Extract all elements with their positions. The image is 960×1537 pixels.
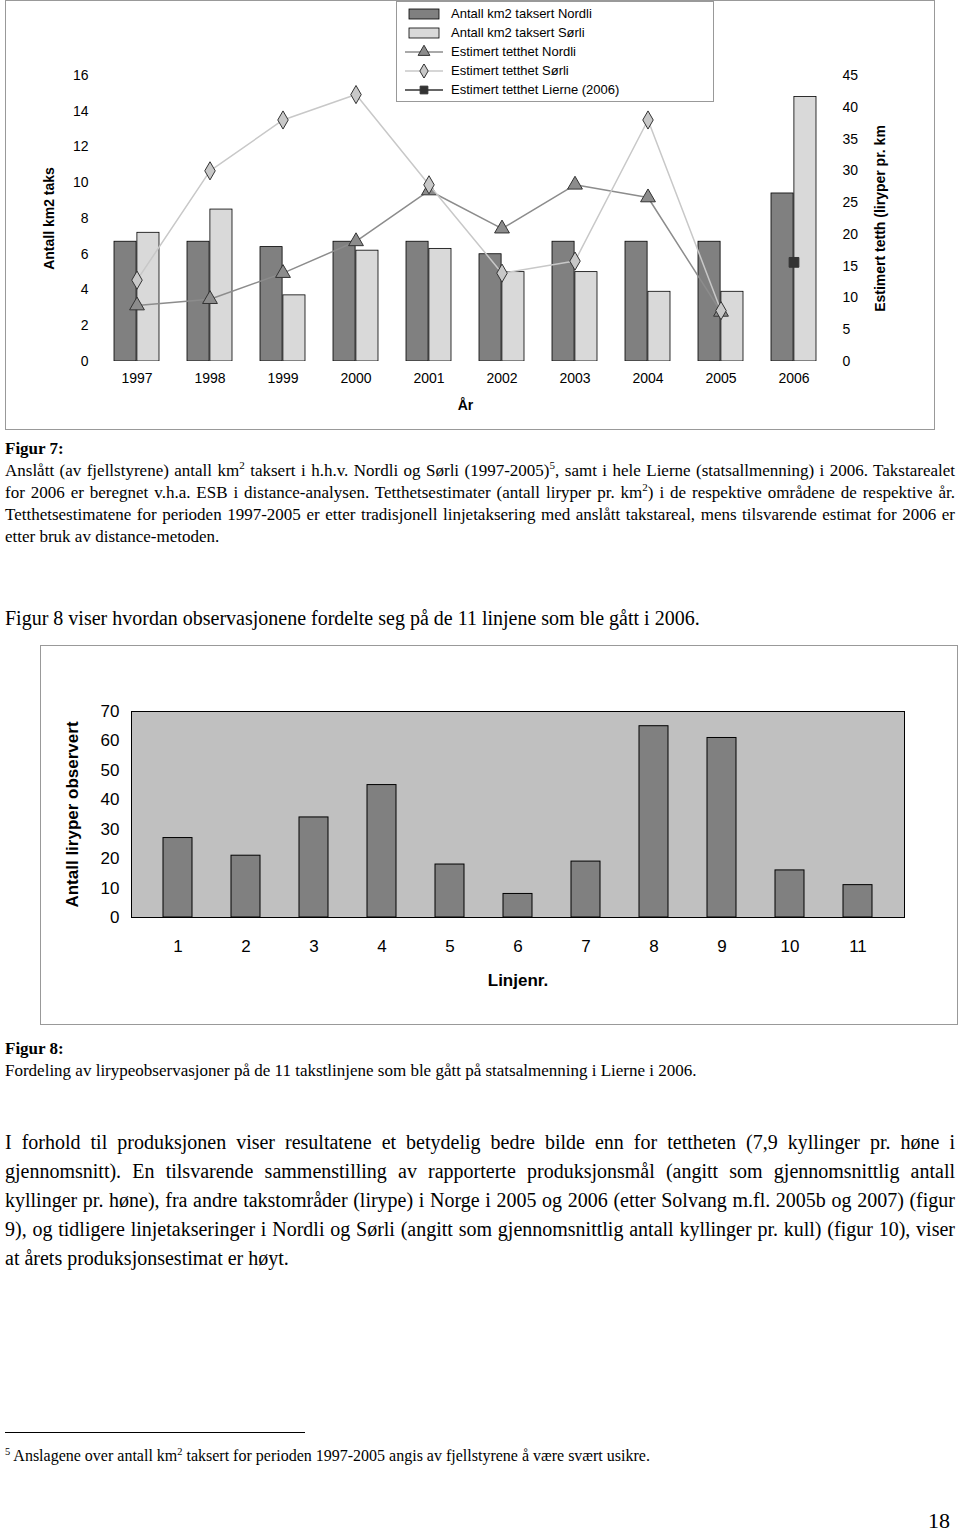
svg-text:År: År bbox=[458, 397, 474, 413]
html-text:Antall km2 taksert Nordli: Antall km2 taksert Nordli bbox=[451, 6, 592, 21]
svg-text:40: 40 bbox=[843, 99, 859, 115]
svg-text:0: 0 bbox=[843, 353, 851, 369]
svg-text:45: 45 bbox=[843, 67, 859, 83]
svg-text:20: 20 bbox=[101, 849, 120, 868]
svg-text:5: 5 bbox=[843, 321, 851, 337]
svg-text:35: 35 bbox=[843, 131, 859, 147]
svg-text:4: 4 bbox=[81, 281, 89, 297]
svg-text:1997: 1997 bbox=[121, 370, 152, 386]
svg-text:Estimert tetth (liryper pr. km: Estimert tetth (liryper pr. km bbox=[872, 125, 888, 312]
svg-text:60: 60 bbox=[101, 731, 120, 750]
svg-text:40: 40 bbox=[101, 790, 120, 809]
html-text:Estimert tetthet Nordli: Estimert tetthet Nordli bbox=[451, 44, 576, 59]
svg-text:2000: 2000 bbox=[340, 370, 371, 386]
svg-text:70: 70 bbox=[101, 702, 120, 721]
svg-text:30: 30 bbox=[101, 820, 120, 839]
html-text:Figur 7:: Figur 7: bbox=[5, 439, 64, 458]
html-text:Estimert tetthet Lierne (2006): Estimert tetthet Lierne (2006) bbox=[451, 82, 620, 97]
svg-text:2003: 2003 bbox=[559, 370, 590, 386]
svg-text:Antall liryper observert: Antall liryper observert bbox=[63, 721, 82, 907]
svg-text:2: 2 bbox=[241, 937, 250, 956]
svg-text:5: 5 bbox=[445, 937, 454, 956]
html-text:Figur 8 viser hvordan observas: Figur 8 viser hvordan observasjonene for… bbox=[5, 607, 700, 629]
html-text:I forhold til produksjonen vis: I forhold til produksjonen viser resulta… bbox=[5, 1131, 955, 1269]
svg-text:2006: 2006 bbox=[778, 370, 809, 386]
svg-text:8: 8 bbox=[649, 937, 658, 956]
svg-text:2004: 2004 bbox=[632, 370, 663, 386]
html-text:18: 18 bbox=[928, 1508, 950, 1533]
svg-text:9: 9 bbox=[717, 937, 726, 956]
html-text:Figur 8:: Figur 8: bbox=[5, 1039, 64, 1058]
svg-text:11: 11 bbox=[849, 937, 867, 956]
svg-text:30: 30 bbox=[843, 162, 859, 178]
svg-text:14: 14 bbox=[73, 103, 89, 119]
svg-text:3: 3 bbox=[309, 937, 318, 956]
svg-text:50: 50 bbox=[101, 761, 120, 780]
html-text:Antall km2 taksert Sørli: Antall km2 taksert Sørli bbox=[451, 25, 585, 40]
svg-text:12: 12 bbox=[73, 138, 89, 154]
svg-text:Antall km2 taks: Antall km2 taks bbox=[41, 167, 57, 270]
svg-text:1998: 1998 bbox=[194, 370, 225, 386]
svg-text:10: 10 bbox=[101, 879, 120, 898]
svg-text:6: 6 bbox=[81, 246, 89, 262]
svg-text:2005: 2005 bbox=[705, 370, 736, 386]
svg-text:7: 7 bbox=[581, 937, 590, 956]
svg-text:6: 6 bbox=[513, 937, 522, 956]
svg-text:Linjenr.: Linjenr. bbox=[488, 971, 548, 990]
svg-text:1999: 1999 bbox=[267, 370, 298, 386]
svg-text:25: 25 bbox=[843, 194, 859, 210]
svg-text:16: 16 bbox=[73, 67, 89, 83]
svg-text:1: 1 bbox=[173, 937, 182, 956]
svg-text:8: 8 bbox=[81, 210, 89, 226]
svg-text:15: 15 bbox=[843, 258, 859, 274]
svg-text:10: 10 bbox=[843, 289, 859, 305]
html-text:Anslått (av fjellstyrene) anta: Anslått (av fjellstyrene) antall km2taks… bbox=[5, 459, 955, 546]
svg-text:10: 10 bbox=[781, 937, 800, 956]
svg-text:10: 10 bbox=[73, 174, 89, 190]
svg-text:2: 2 bbox=[81, 317, 89, 333]
html-text:5Anslagene over antall km2taks: 5Anslagene over antall km2taksert for pe… bbox=[5, 1445, 650, 1464]
svg-text:20: 20 bbox=[843, 226, 859, 242]
svg-text:0: 0 bbox=[110, 908, 119, 927]
html-text:Fordeling av lirypeobservasjon: Fordeling av lirypeobservasjoner på de 1… bbox=[5, 1061, 697, 1080]
svg-text:2002: 2002 bbox=[486, 370, 517, 386]
html-text:Estimert tetthet Sørli: Estimert tetthet Sørli bbox=[451, 63, 569, 78]
svg-text:0: 0 bbox=[81, 353, 89, 369]
svg-text:2001: 2001 bbox=[413, 370, 444, 386]
svg-text:4: 4 bbox=[377, 937, 386, 956]
